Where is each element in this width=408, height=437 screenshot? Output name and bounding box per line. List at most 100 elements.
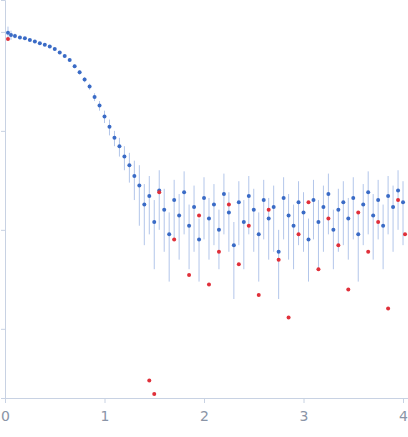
error-bar (353, 177, 354, 239)
error-bar (238, 181, 239, 245)
point (297, 232, 301, 236)
error-bar (129, 153, 130, 183)
error-bar (228, 192, 229, 252)
x-tick-label: 4 (399, 408, 408, 424)
data-area (6, 27, 407, 396)
point (93, 95, 97, 99)
points (6, 37, 407, 396)
point (371, 213, 375, 217)
point (386, 307, 390, 311)
point (297, 200, 301, 204)
error-bar (378, 180, 379, 240)
point (197, 237, 201, 241)
point (282, 196, 286, 200)
point (137, 184, 141, 188)
point (391, 205, 395, 209)
error-bar (318, 200, 319, 269)
point (63, 54, 67, 58)
point (267, 208, 271, 212)
error-bar (383, 205, 384, 270)
point (316, 220, 320, 224)
error-bar (328, 174, 329, 235)
error-bar (149, 176, 150, 234)
x-tick-mark (204, 398, 205, 403)
y-tick (1, 32, 5, 33)
point (376, 198, 380, 202)
error-bar (184, 171, 185, 234)
error-bar (293, 205, 294, 270)
error-bar (278, 230, 279, 299)
error-bar (218, 210, 219, 270)
error-bar (388, 176, 389, 234)
point (381, 224, 385, 228)
point (336, 243, 340, 247)
error-bar (403, 181, 404, 245)
error-bar (174, 180, 175, 240)
y-tick-mark (1, 230, 5, 231)
y-axis (1, 1, 6, 399)
point (172, 237, 176, 241)
error-bar (358, 212, 359, 281)
y-tick-mark (1, 131, 5, 132)
point (9, 33, 13, 37)
point (257, 232, 261, 236)
error-bar (263, 180, 264, 240)
point (247, 224, 251, 228)
points (6, 31, 405, 254)
point (287, 213, 291, 217)
x-tick-label: 3 (300, 408, 309, 424)
point (187, 273, 191, 277)
x-tick: 3 (300, 398, 309, 424)
y-tick (1, 230, 5, 231)
point (396, 188, 400, 192)
point (157, 190, 161, 194)
point (247, 194, 251, 198)
y-tick-mark (1, 329, 5, 330)
point (262, 198, 266, 202)
error-bar (164, 189, 165, 252)
x-tick-label: 1 (101, 408, 110, 424)
point (6, 37, 10, 41)
point (331, 228, 335, 232)
error-bar (169, 212, 170, 281)
x-tick-mark (105, 398, 106, 403)
point (311, 198, 315, 202)
point (172, 198, 176, 202)
error-bar (134, 161, 135, 200)
point (43, 43, 47, 47)
x-tick-label: 2 (200, 408, 209, 424)
point (217, 228, 221, 232)
plot: 0 1 2 3 4 (1, 1, 408, 424)
error-bar (343, 181, 344, 245)
x-tick: 1 (101, 398, 110, 424)
y-tick (1, 329, 5, 330)
point (192, 205, 196, 209)
error-bar (338, 189, 339, 252)
point (316, 267, 320, 271)
x-tick: 0 (1, 398, 10, 424)
point (237, 262, 241, 266)
error-bar (283, 177, 284, 239)
point (83, 78, 87, 82)
point (227, 210, 231, 214)
point (287, 316, 291, 320)
point (272, 205, 276, 209)
point (103, 114, 107, 118)
point (18, 35, 22, 39)
error-bar (199, 219, 200, 282)
point (28, 38, 32, 42)
point (58, 50, 62, 54)
x-tick-mark (304, 398, 305, 403)
error-bar (213, 184, 214, 245)
x-tick: 2 (200, 398, 209, 424)
point (341, 200, 345, 204)
error-bar (308, 219, 309, 282)
point (302, 210, 306, 214)
error-bars (8, 27, 403, 299)
error-bar (373, 194, 374, 260)
error-bar (233, 222, 234, 299)
point (227, 203, 231, 207)
point (232, 243, 236, 247)
error-bar (144, 184, 145, 245)
point (376, 220, 380, 224)
